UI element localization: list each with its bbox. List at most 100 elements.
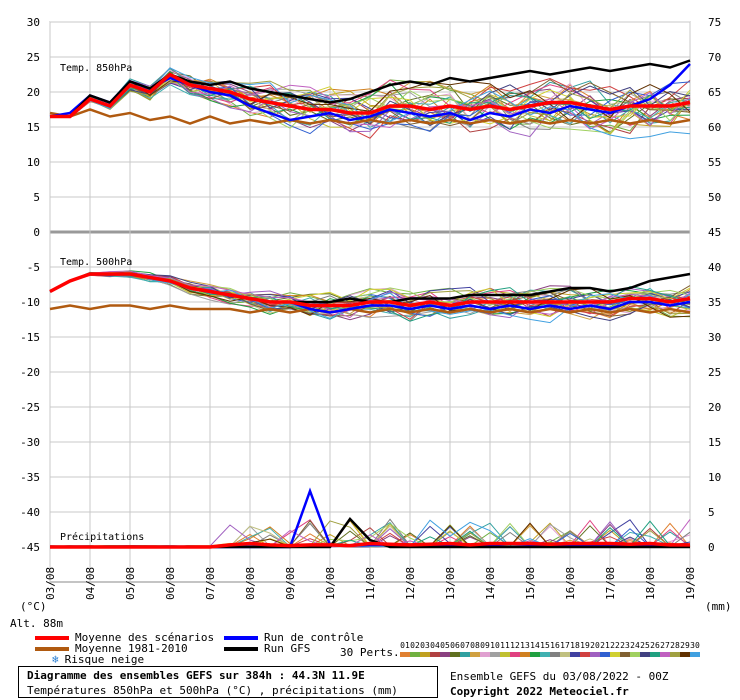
right-tick-label: 50 — [708, 191, 721, 204]
right-tick-label: 20 — [708, 401, 721, 414]
x-tick-label: 10/08 — [324, 567, 337, 600]
legend-snow: ❄ Risque neige — [52, 653, 145, 666]
right-tick-label: 70 — [708, 51, 721, 64]
perturbation-swatch — [680, 652, 690, 657]
legend-mean: Moyenne des scénarios — [35, 631, 214, 644]
right-tick-label: 25 — [708, 366, 721, 379]
perturbation-swatch — [550, 652, 560, 657]
right-tick-label: 30 — [708, 331, 721, 344]
perturbation-swatch — [590, 652, 600, 657]
member-line-850 — [49, 84, 691, 128]
perturbation-number: 27 — [660, 641, 670, 650]
x-tick-label: 19/08 — [684, 567, 697, 600]
x-tick-label: 06/08 — [164, 567, 177, 600]
left-tick-label: -20 — [20, 366, 40, 379]
snowflake-icon: ❄ — [52, 653, 59, 666]
right-tick-label: 40 — [708, 261, 721, 274]
perturbation-swatch — [690, 652, 700, 657]
x-tick-label: 08/08 — [244, 567, 257, 600]
panel-label-850: Temp. 850hPa — [60, 63, 132, 74]
chart-title: Diagramme des ensembles GEFS sur 384h : … — [27, 669, 365, 682]
left-tick-label: -25 — [20, 401, 40, 414]
x-tick-label: 16/08 — [564, 567, 577, 600]
right-tick-label: 45 — [708, 226, 721, 239]
perturbation-swatch — [420, 652, 430, 657]
x-tick-label: 07/08 — [204, 567, 217, 600]
left-unit: (°C) — [20, 600, 47, 613]
perturbation-swatch — [630, 652, 640, 657]
perturbation-swatch — [570, 652, 580, 657]
left-tick-label: 30 — [27, 16, 40, 29]
perturbation-number: 29 — [680, 641, 690, 650]
perturbation-swatch — [510, 652, 520, 657]
perturbation-swatch — [580, 652, 590, 657]
perturbation-swatch — [600, 652, 610, 657]
x-tick-label: 05/08 — [124, 567, 137, 600]
perturbation-swatch — [470, 652, 480, 657]
perturbation-swatch — [480, 652, 490, 657]
right-tick-label: 10 — [708, 471, 721, 484]
legend-climo: Moyenne 1981-2010 — [35, 642, 188, 655]
x-tick-label: 18/08 — [644, 567, 657, 600]
member-line-500 — [49, 272, 691, 324]
perturbation-count: 30 Perts. — [340, 646, 400, 659]
copyright: Copyright 2022 Meteociel.fr — [450, 685, 629, 698]
perturbation-swatch — [670, 652, 680, 657]
perturbation-number: 06 — [450, 641, 460, 650]
mean-line-850 — [50, 72, 691, 119]
perturbation-number: 05 — [440, 641, 450, 650]
left-tick-label: -5 — [27, 261, 40, 274]
perturbation-swatch — [520, 652, 530, 657]
left-tick-label: 5 — [33, 191, 40, 204]
perturbation-number: 16 — [550, 641, 560, 650]
climo-line-500 — [49, 304, 691, 314]
right-tick-label: 15 — [708, 436, 721, 449]
left-tick-label: 25 — [27, 51, 40, 64]
perturbation-swatch — [660, 652, 670, 657]
chart-subtitle: Températures 850hPa et 500hPa (°C) , pré… — [27, 684, 398, 697]
perturbation-number: 19 — [580, 641, 590, 650]
right-tick-label: 55 — [708, 156, 721, 169]
left-tick-label: -40 — [20, 506, 40, 519]
perturbation-number: 30 — [690, 641, 700, 650]
legend-gfs: Run GFS — [224, 642, 310, 655]
left-tick-label: 0 — [33, 226, 40, 239]
perturbation-number: 20 — [590, 641, 600, 650]
mean-line-500 — [49, 272, 691, 308]
perturbation-swatch — [400, 652, 410, 657]
perturbation-number: 21 — [600, 641, 610, 650]
perturbation-number: 24 — [630, 641, 640, 650]
right-tick-label: 75 — [708, 16, 721, 29]
perturbation-number: 07 — [460, 641, 470, 650]
left-tick-label: -10 — [20, 296, 40, 309]
left-tick-label: -35 — [20, 471, 40, 484]
right-tick-label: 0 — [708, 541, 715, 554]
left-tick-label: -45 — [20, 541, 40, 554]
perturbation-number: 26 — [650, 641, 660, 650]
perturbation-number: 12 — [510, 641, 520, 650]
perturbation-swatch — [610, 652, 620, 657]
perturbation-swatch — [560, 652, 570, 657]
axis-ticks: 302520151050-5-10-15-20-25-30-35-40-4575… — [20, 16, 721, 600]
perturbation-swatch — [490, 652, 500, 657]
perturbation-number: 03 — [420, 641, 430, 650]
ensemble-chart: 302520151050-5-10-15-20-25-30-35-40-4575… — [10, 16, 732, 630]
right-tick-label: 35 — [708, 296, 721, 309]
left-tick-label: 20 — [27, 86, 40, 99]
perturbation-number: 04 — [430, 641, 440, 650]
perturbation-number: 10 — [490, 641, 500, 650]
perturbation-swatch — [640, 652, 650, 657]
right-tick-label: 5 — [708, 506, 715, 519]
climo-line-850 — [49, 108, 691, 125]
x-tick-label: 13/08 — [444, 567, 457, 600]
perturbation-swatch — [450, 652, 460, 657]
right-unit: (mm) — [705, 600, 732, 613]
perturbation-number: 22 — [610, 641, 620, 650]
left-tick-label: 10 — [27, 156, 40, 169]
perturbation-swatch — [540, 652, 550, 657]
panel-label-500: Temp. 500hPa — [60, 257, 132, 268]
x-tick-label: 04/08 — [84, 567, 97, 600]
panel-label-precip: Précipitations — [60, 531, 144, 543]
perturbation-number: 02 — [410, 641, 420, 650]
perturbation-legend: 0102030405060708091011121314151617181920… — [400, 641, 700, 659]
